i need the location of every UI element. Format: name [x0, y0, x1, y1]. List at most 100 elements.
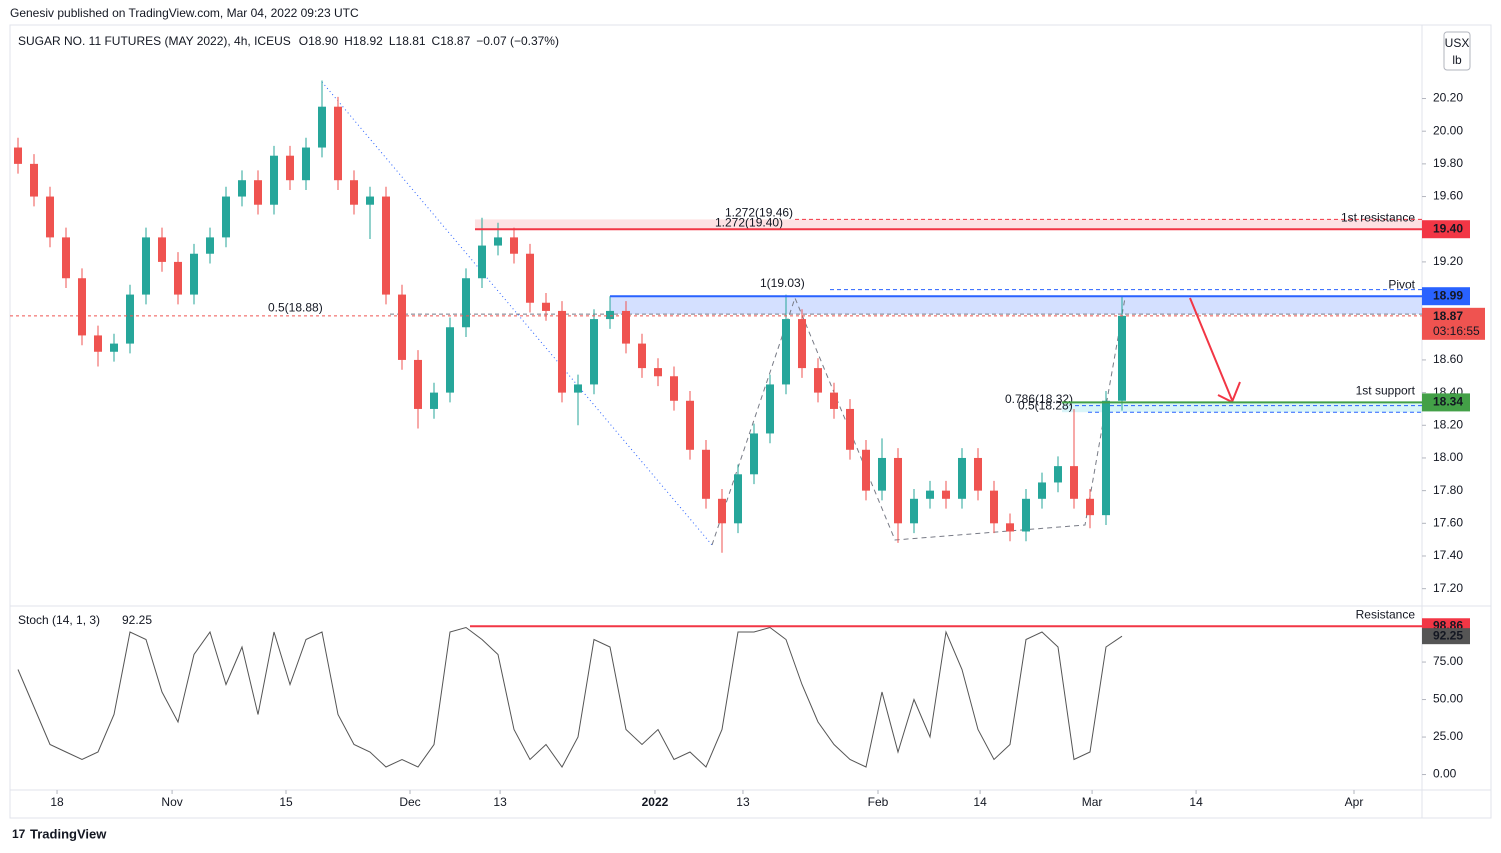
candle-body: [1022, 498, 1030, 532]
x-tick-label: 14: [973, 795, 987, 809]
candle-body: [542, 302, 550, 311]
candle-body: [926, 490, 934, 499]
chart-title: SUGAR NO. 11 FUTURES (MAY 2022), 4h, ICE…: [18, 34, 291, 48]
fib-label: 1.272(19.46): [725, 206, 793, 220]
candle-body: [62, 237, 70, 279]
change: −0.07 (−0.37%): [476, 34, 559, 48]
y-tick-label: 20.00: [1433, 123, 1463, 137]
candle-body: [686, 400, 694, 450]
candle-body: [702, 449, 710, 499]
candle-body: [638, 343, 646, 369]
candle-body: [814, 368, 822, 393]
y-tick-label: 17.40: [1433, 548, 1463, 562]
candle-body: [94, 335, 102, 352]
level-box: [1422, 220, 1470, 239]
candle-body: [558, 310, 566, 393]
footer: TradingView: [30, 826, 107, 841]
y-tick-label: 17.80: [1433, 483, 1463, 497]
stoch-tick-label: 0.00: [1433, 767, 1457, 781]
candle-body: [590, 319, 598, 385]
candle-body: [526, 253, 534, 303]
x-tick-label: 14: [1189, 795, 1203, 809]
candle-body: [878, 457, 886, 491]
ohlc-value: 18.90: [308, 34, 338, 48]
stoch-tick-label: 25.00: [1433, 729, 1463, 743]
stoch-last-label: 92.25: [1433, 628, 1463, 642]
ohlc-value: 18.81: [396, 34, 426, 48]
candle-body: [78, 278, 86, 336]
candle-body: [286, 155, 294, 181]
currency: USX: [1445, 36, 1470, 50]
y-tick-label: 18.60: [1433, 352, 1463, 366]
candle-body: [862, 449, 870, 491]
logo: 17: [12, 827, 26, 841]
x-tick-label: 18: [50, 795, 64, 809]
x-tick-label: 15: [279, 795, 293, 809]
candle-body: [46, 196, 54, 238]
candle-body: [110, 343, 118, 352]
candle-body: [622, 310, 630, 344]
candle-body: [766, 384, 774, 434]
x-tick-label: Nov: [161, 795, 182, 809]
trend-line: [321, 81, 713, 546]
candle-body: [958, 457, 966, 499]
candle-body: [1086, 498, 1094, 516]
stoch-title: Stoch (14, 1, 3): [18, 613, 100, 627]
y-tick-label: 17.60: [1433, 515, 1463, 529]
stoch-level-name: Resistance: [1356, 607, 1416, 621]
level-label: 19.40: [1433, 221, 1463, 235]
candle-body: [1038, 482, 1046, 499]
candle-body: [718, 498, 726, 524]
last-box: [1422, 307, 1485, 340]
candle-body: [254, 180, 262, 205]
fib-label: 1(19.03): [760, 276, 805, 290]
candle-body: [30, 163, 38, 197]
candle-body: [894, 457, 902, 524]
last-label: 18.87: [1433, 309, 1463, 323]
fib-label: 0.5(18.28): [1018, 398, 1073, 412]
stoch-last-box: [1422, 628, 1470, 645]
ohlc-value: 18.92: [353, 34, 383, 48]
candle-body: [382, 196, 390, 295]
ohlc-key: O: [299, 34, 308, 48]
level-label: 18.99: [1433, 288, 1463, 302]
x-tick-label: Feb: [868, 795, 889, 809]
published: Genesiv published on TradingView.com, Ma…: [10, 6, 359, 20]
candle-body: [1070, 466, 1078, 499]
candle-body: [126, 294, 134, 344]
level-name: Pivot: [1388, 277, 1415, 291]
resistance-zone: [475, 219, 1422, 230]
candle-body: [670, 376, 678, 401]
fib-label: 1.272(19.40): [715, 215, 783, 229]
level-name: 1st resistance: [1341, 210, 1415, 224]
candle-body: [190, 253, 198, 295]
stoch-tick-label: 50.00: [1433, 692, 1463, 706]
candle-body: [782, 319, 790, 385]
ohlc-key: L: [389, 34, 396, 48]
x-tick-label: 13: [493, 795, 507, 809]
candle-body: [974, 457, 982, 491]
fib-label: 0.786(18.32): [1005, 392, 1073, 406]
candle-body: [798, 319, 806, 369]
x-tick-label: 13: [736, 795, 750, 809]
y-tick-label: 18.20: [1433, 417, 1463, 431]
candle-body: [734, 474, 742, 524]
candle-body: [222, 196, 230, 238]
ohlc-key: H: [344, 34, 353, 48]
candle-body: [206, 237, 214, 254]
candle-body: [142, 237, 150, 295]
y-tick-label: 19.20: [1433, 254, 1463, 268]
candle-body: [462, 278, 470, 328]
candle-body: [990, 490, 998, 524]
candle-body: [366, 196, 374, 205]
candle-body: [910, 498, 918, 524]
candle-body: [606, 310, 614, 320]
stoch-tick-label: 75.00: [1433, 654, 1463, 668]
level-box: [1422, 287, 1470, 306]
x-tick-label: Dec: [399, 795, 420, 809]
ohlc-key: C: [432, 34, 441, 48]
stoch-last: 92.25: [122, 613, 152, 627]
candle-body: [830, 392, 838, 409]
pivot-zone: [610, 296, 1422, 315]
